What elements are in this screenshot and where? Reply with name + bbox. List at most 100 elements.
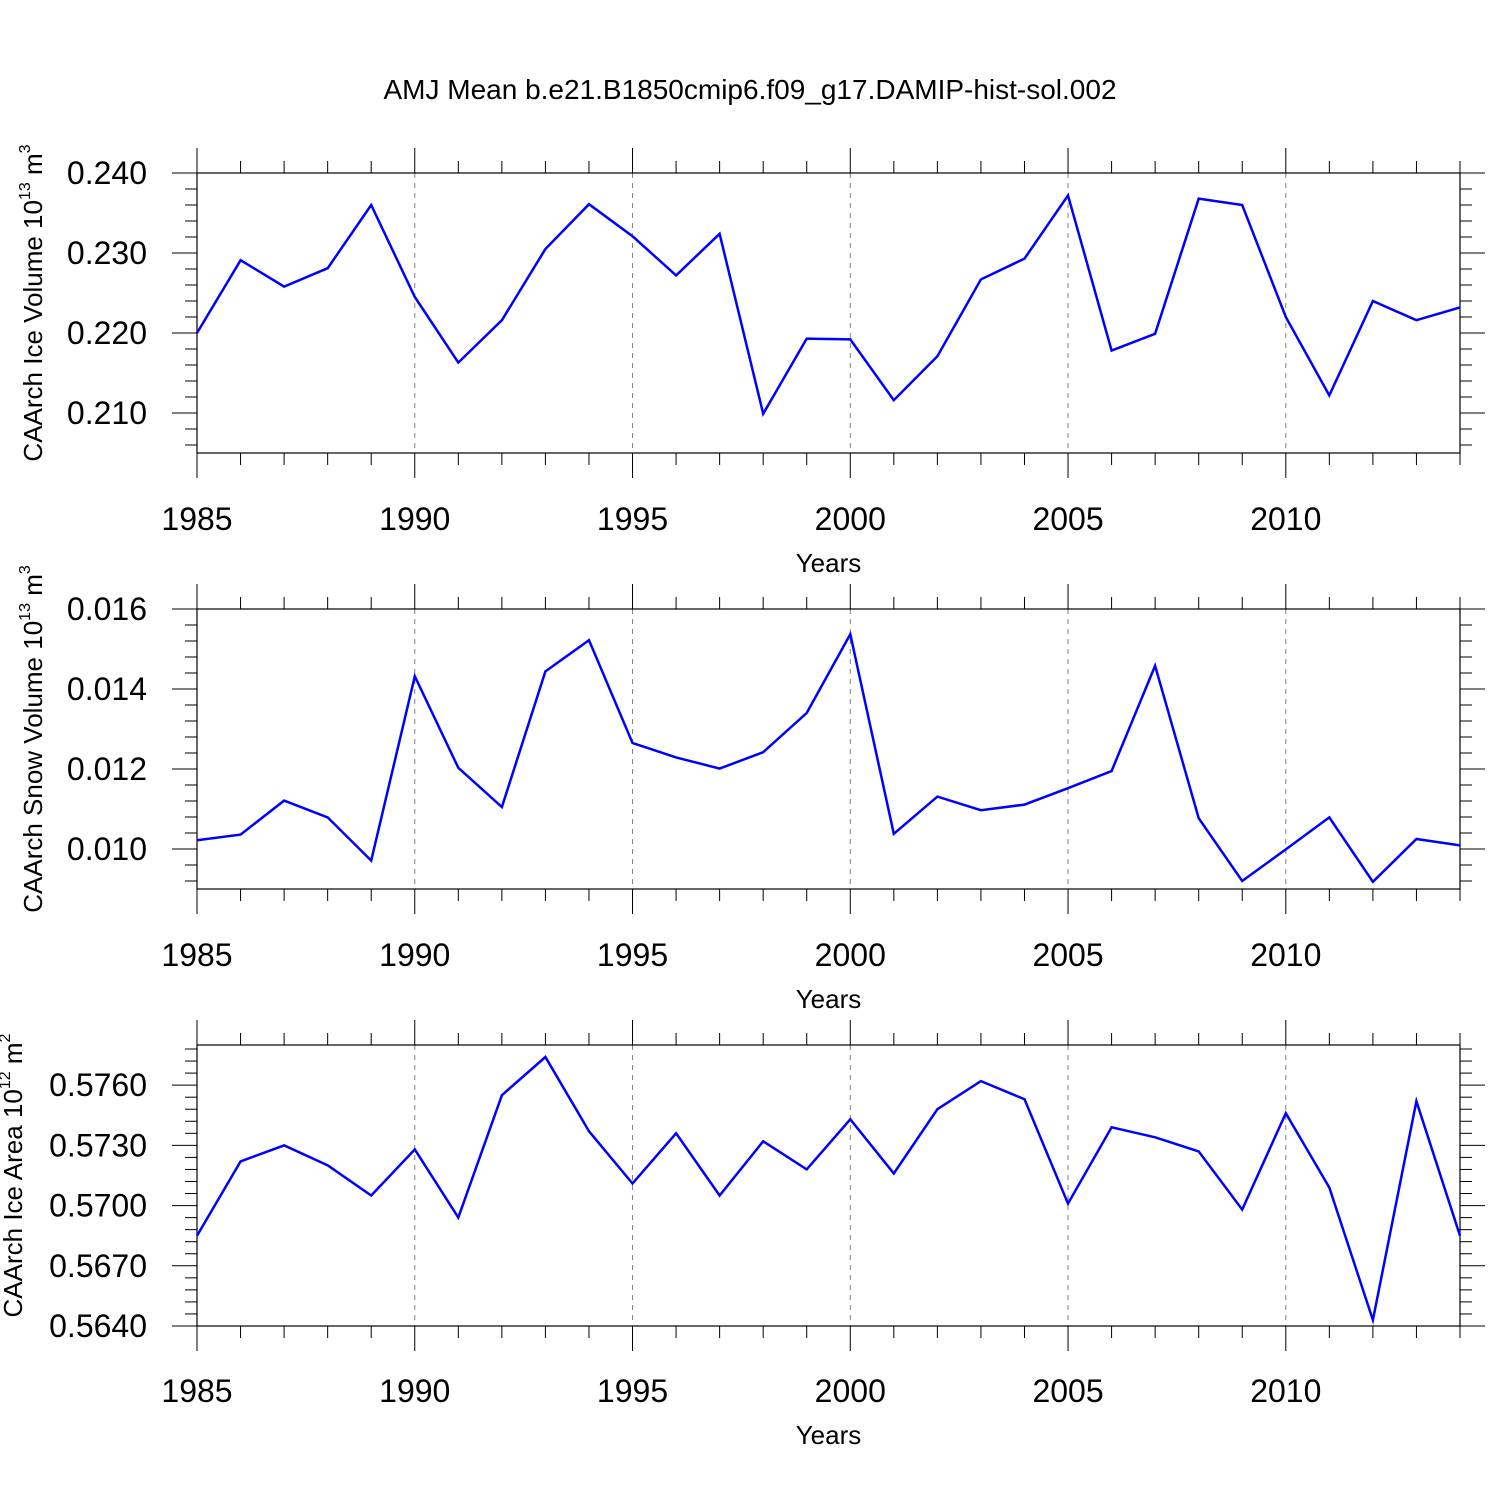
x-axis-title: Years	[796, 1420, 862, 1450]
y-axis-title-part: 2	[0, 1033, 14, 1042]
data-point	[1284, 847, 1288, 851]
series-line	[196, 630, 1461, 884]
y-axis-title: CAArch Snow Volume 1013 m3	[17, 565, 48, 913]
data-point	[587, 1129, 591, 1133]
data-point	[1327, 393, 1331, 397]
data-point	[326, 815, 330, 819]
x-tick-label: 2010	[1250, 501, 1321, 537]
data-point	[1240, 1208, 1244, 1212]
panel-2: 0.010 0.012 0.014 0.016 1985 1990 1995 2000 2005…	[17, 565, 1485, 1014]
data-point	[500, 1093, 504, 1097]
plot-frame	[196, 1044, 1461, 1327]
data-point	[456, 361, 460, 365]
data-point	[195, 1234, 199, 1238]
data-point	[935, 795, 939, 799]
series-line	[195, 192, 1461, 418]
series-line	[195, 1055, 1462, 1325]
data-point	[761, 750, 765, 754]
y-axis-title-part: 10	[18, 200, 48, 229]
data-point	[718, 1194, 722, 1198]
data-point	[935, 354, 939, 358]
y-tick-label: 0.210	[67, 395, 147, 431]
data-point	[413, 674, 417, 678]
x-tick-label: 1990	[379, 1373, 450, 1409]
y-tick-label: 0.5730	[49, 1127, 147, 1163]
x-tick-label: 1985	[161, 501, 232, 537]
data-point	[631, 741, 635, 745]
x-tick-label: 2010	[1250, 1373, 1321, 1409]
data-point	[1240, 203, 1244, 207]
y-tick-label: 0.016	[67, 591, 147, 627]
y-axis-title-part: 13	[17, 603, 34, 621]
data-point	[587, 638, 591, 642]
y-tick-label: 0.240	[67, 155, 147, 191]
y-tick-label: 0.230	[67, 235, 147, 271]
data-point	[1414, 837, 1418, 841]
data-point	[1066, 1202, 1070, 1206]
y-axis-title-part: CAArch Ice Volume	[18, 229, 48, 462]
y-axis-title-part: m	[0, 1042, 28, 1071]
data-point	[1458, 1234, 1462, 1238]
data-point	[1153, 332, 1157, 336]
data-point	[892, 832, 896, 836]
data-point	[718, 232, 722, 236]
data-point	[1153, 1135, 1157, 1139]
data-point	[1371, 299, 1375, 303]
data-point	[1022, 803, 1026, 807]
data-point	[935, 1107, 939, 1111]
data-point	[892, 398, 896, 402]
y-tick-label: 0.010	[67, 831, 147, 867]
data-point	[543, 669, 547, 673]
data-point	[805, 711, 809, 715]
data-point	[456, 766, 460, 770]
data-point	[1371, 880, 1375, 884]
x-axis-title: Years	[796, 984, 862, 1014]
data-point	[587, 202, 591, 206]
data-point	[1022, 257, 1026, 261]
y-axis-title-part: m	[18, 574, 48, 603]
data-point	[1327, 815, 1331, 819]
data-point	[761, 412, 765, 416]
data-point	[456, 1216, 460, 1220]
data-point	[1153, 664, 1157, 668]
y-tick-label: 0.012	[67, 751, 147, 787]
data-point	[282, 285, 286, 289]
data-point	[413, 1147, 417, 1151]
data-point	[369, 1194, 373, 1198]
data-point	[1458, 843, 1462, 847]
y-tick-label: 0.5760	[49, 1067, 147, 1103]
data-point	[1414, 1099, 1418, 1103]
y-axis-title-part: 12	[0, 1071, 14, 1089]
y-axis-title-part: 10	[18, 621, 48, 650]
data-point	[326, 1163, 330, 1167]
y-tick-label: 0.5640	[49, 1308, 147, 1344]
x-tick-label: 1985	[161, 937, 232, 973]
x-tick-label: 2000	[815, 937, 886, 973]
data-point	[631, 1181, 635, 1185]
data-point	[1066, 786, 1070, 790]
data-point	[1327, 1186, 1331, 1190]
data-point	[1022, 1097, 1026, 1101]
y-axis-title-part: CAArch Ice Area	[0, 1118, 28, 1317]
data-point	[848, 1117, 852, 1121]
data-point	[1371, 1318, 1375, 1322]
data-point	[848, 632, 852, 636]
x-tick-label: 2005	[1032, 937, 1103, 973]
data-point	[1414, 318, 1418, 322]
data-point	[1458, 305, 1462, 309]
y-axis-title-part: 3	[17, 565, 34, 574]
data-point	[239, 258, 243, 262]
y-axis-title-part: CAArch Snow Volume	[18, 650, 48, 913]
data-point	[369, 859, 373, 863]
data-point	[1197, 816, 1201, 820]
data-point	[1197, 1149, 1201, 1153]
data-point	[718, 767, 722, 771]
data-point	[1197, 197, 1201, 201]
y-tick-label: 0.220	[67, 315, 147, 351]
data-point	[761, 1139, 765, 1143]
data-point	[500, 805, 504, 809]
x-tick-label: 1985	[161, 1373, 232, 1409]
data-point	[1284, 315, 1288, 319]
